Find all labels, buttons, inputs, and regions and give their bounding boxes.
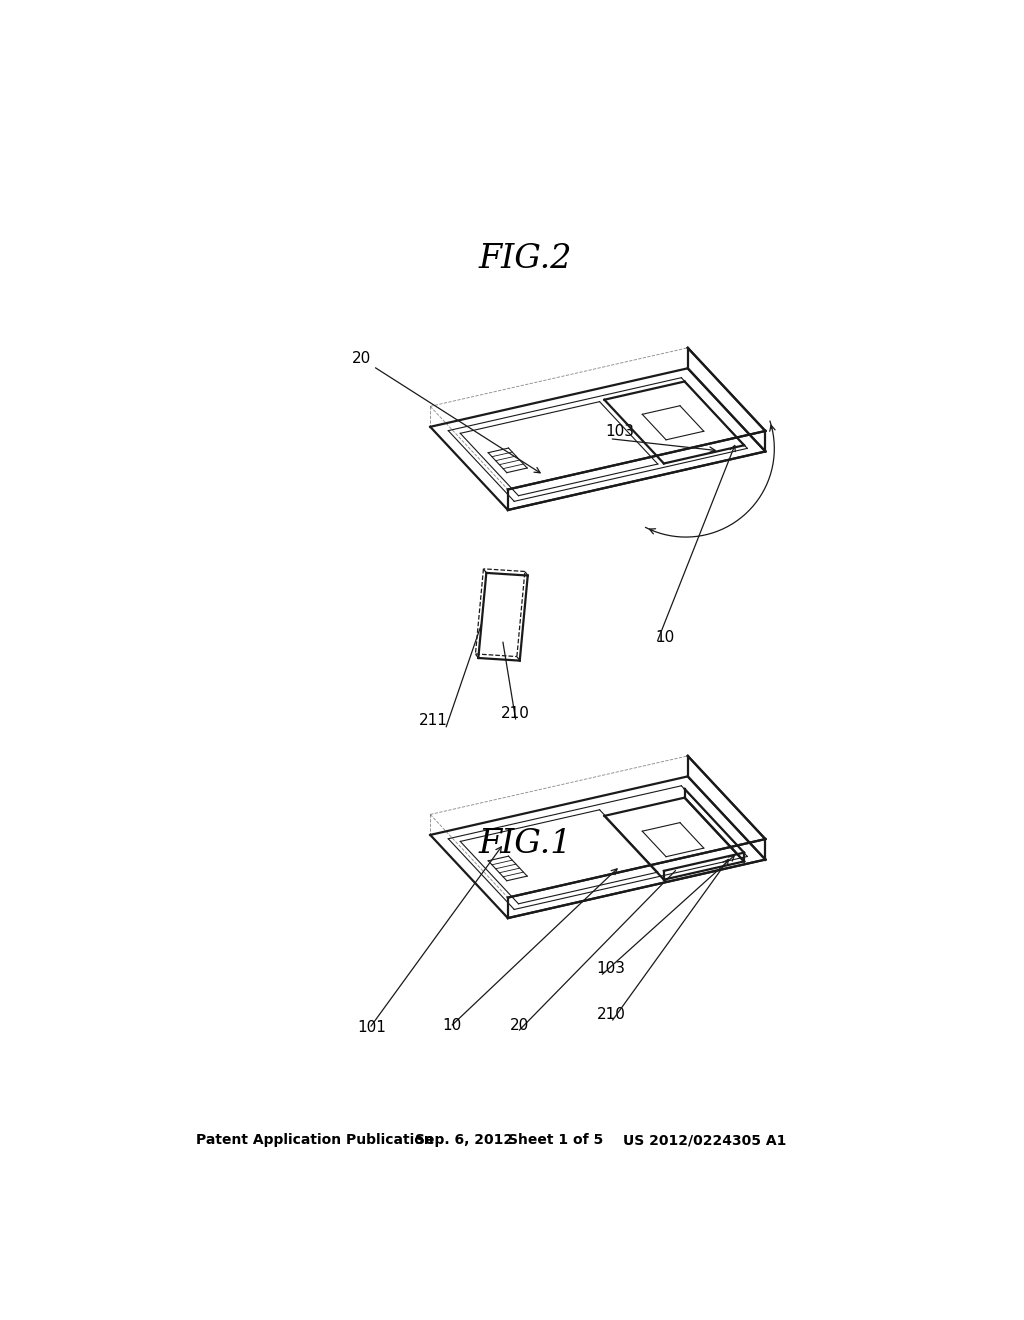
Text: 20: 20 [510,1018,529,1034]
Text: 10: 10 [655,630,675,645]
Text: 10: 10 [442,1018,462,1034]
Text: US 2012/0224305 A1: US 2012/0224305 A1 [624,1133,786,1147]
Text: 211: 211 [419,713,447,729]
Text: 101: 101 [357,1019,386,1035]
Text: 103: 103 [605,425,634,440]
Text: Sheet 1 of 5: Sheet 1 of 5 [508,1133,603,1147]
Text: 210: 210 [501,705,530,721]
Text: FIG.2: FIG.2 [478,243,571,275]
Text: 103: 103 [597,961,626,977]
Text: Patent Application Publication: Patent Application Publication [196,1133,434,1147]
Text: 210: 210 [597,1007,626,1022]
Text: 20: 20 [352,351,371,367]
Text: Sep. 6, 2012: Sep. 6, 2012 [416,1133,514,1147]
Text: FIG.1: FIG.1 [478,828,571,859]
